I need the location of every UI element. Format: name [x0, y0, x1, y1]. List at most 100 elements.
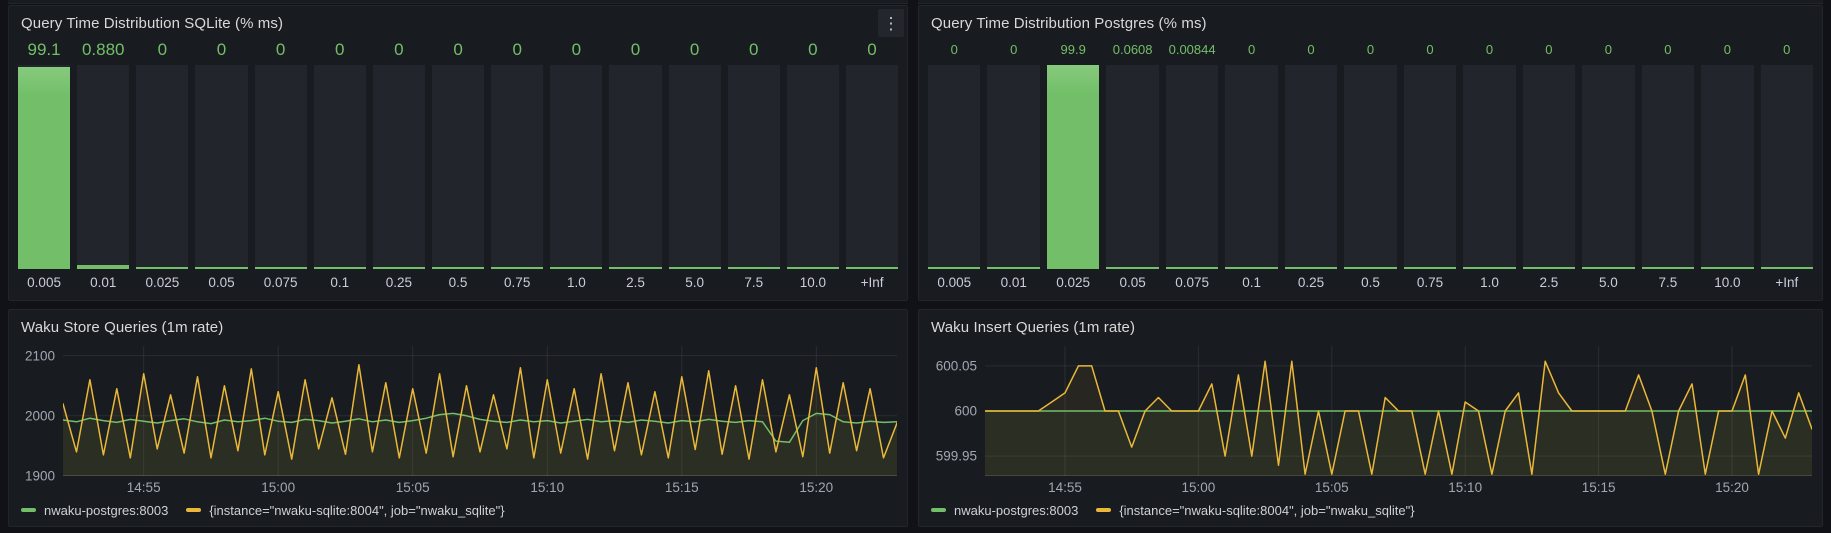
bar-value-label: 0 — [1485, 42, 1494, 57]
x-tick-label: 15:15 — [1581, 480, 1616, 495]
bar-bucket-label: 5.0 — [685, 275, 704, 290]
bar-bucket-label: 0.01 — [90, 275, 117, 290]
bar-value-label: 0 — [1545, 42, 1553, 57]
bar-fill — [1582, 267, 1635, 269]
panel-title[interactable]: Query Time Distribution Postgres (% ms) — [931, 14, 1207, 32]
bar-gauge-column: 99.1 0.005 — [18, 38, 71, 293]
y-tick-label: 600 — [954, 403, 977, 419]
bar-bucket-label: 0.05 — [208, 275, 235, 290]
bar-fill — [372, 267, 425, 269]
bar-gauge-column: 0 0.005 — [928, 38, 981, 293]
legend-item[interactable]: {instance="nwaku-sqlite:8004", job="nwak… — [1096, 503, 1415, 518]
bar-track — [1403, 65, 1457, 269]
bar-gauge-column: 0 10.0 — [1701, 38, 1754, 293]
bar-fill — [491, 267, 544, 269]
bar-gauge-column: 0 0.075 — [254, 38, 307, 293]
bar-track — [550, 65, 603, 269]
y-tick-label: 599.95 — [935, 448, 977, 464]
bar-value-label: 0 — [1604, 42, 1612, 57]
bar-gauge-column: 0 0.75 — [491, 38, 544, 293]
bar-gauge-column: 0 0.1 — [313, 38, 366, 293]
x-tick-label: 15:20 — [1715, 480, 1749, 495]
bar-value-label: 0 — [1010, 42, 1018, 57]
bar-bucket-label: 0.5 — [448, 275, 468, 290]
bar-track — [1522, 65, 1576, 269]
bar-fill — [431, 267, 485, 269]
bar-track — [1165, 65, 1219, 269]
bar-bucket-label: 0.1 — [1242, 275, 1261, 290]
bar-gauge-column: 0 2.5 — [609, 38, 662, 293]
bar-gauge-column: 0 0.05 — [195, 38, 248, 293]
bar-track — [1463, 65, 1516, 269]
bar-fill — [550, 267, 603, 269]
bar-bucket-label: 7.5 — [1658, 275, 1678, 290]
bar-bucket-label: 2.5 — [626, 275, 645, 290]
bar-value-label: 0 — [571, 40, 582, 59]
bar-value-label: 0 — [808, 40, 818, 59]
bar-bucket-label: +Inf — [1775, 275, 1799, 290]
bar-bucket-label: 0.01 — [1000, 275, 1027, 290]
plot-area[interactable] — [62, 346, 898, 477]
bar-bucket-label: 7.5 — [744, 275, 764, 290]
plot-area[interactable] — [984, 346, 1813, 476]
panel-query-time-sqlite: Query Time Distribution SQLite (% ms) ⋮ … — [8, 5, 908, 301]
bar-gauge-column: 99.9 0.025 — [1046, 38, 1100, 293]
bar-gauge-column: 0 0.5 — [1344, 38, 1397, 293]
bar-value-label: 0.880 — [81, 40, 125, 59]
bar-fill — [1046, 65, 1100, 269]
bar-track — [727, 65, 780, 269]
panel-header: Query Time Distribution SQLite (% ms) — [9, 6, 907, 36]
bar-bucket-label: 1.0 — [1480, 275, 1499, 290]
bar-fill — [18, 66, 71, 269]
time-series-canvas — [62, 346, 898, 477]
bar-fill — [1701, 267, 1754, 269]
bar-track — [491, 65, 544, 269]
bar-track — [77, 65, 130, 269]
bar-value-label: 99.1 — [27, 40, 61, 59]
bar-gauge-column: 0 0.01 — [987, 38, 1040, 293]
panel-query-time-postgres: Query Time Distribution Postgres (% ms) … — [918, 5, 1823, 301]
bar-value-label: 0 — [1723, 42, 1731, 57]
legend-item[interactable]: {instance="nwaku-sqlite:8004", job="nwak… — [186, 503, 505, 518]
panel-title[interactable]: Query Time Distribution SQLite (% ms) — [21, 14, 284, 32]
y-tick-label: 2000 — [24, 408, 55, 424]
panel-menu-button[interactable]: ⋮ — [878, 9, 904, 37]
bar-gauge-column: 0 0.5 — [431, 38, 485, 293]
bar-gauge-column: 0 +Inf — [1760, 38, 1814, 293]
bar-gauge-column: 0 0.1 — [1225, 38, 1278, 293]
bar-value-label: 0 — [689, 40, 700, 59]
bar-fill — [1463, 267, 1516, 269]
bar-bucket-label: 0.005 — [27, 275, 61, 290]
bar-gauge-column: 0.880 0.01 — [77, 38, 130, 293]
bar-track — [1641, 65, 1695, 269]
panel-header: Waku Insert Queries (1m rate) — [919, 310, 1822, 340]
panel-title[interactable]: Waku Insert Queries (1m rate) — [931, 318, 1136, 336]
panel-header: Waku Store Queries (1m rate) — [9, 310, 907, 340]
bar-fill — [786, 267, 839, 269]
bar-fill — [1165, 267, 1219, 269]
bar-gauge-column: 0 +Inf — [845, 38, 899, 293]
bar-fill — [1106, 267, 1159, 269]
x-tick-label: 15:05 — [395, 480, 430, 495]
x-tick-label: 14:55 — [1048, 480, 1082, 495]
bar-value-label: 0 — [453, 40, 463, 59]
bar-fill — [313, 267, 366, 269]
x-tick-label: 15:05 — [1314, 480, 1349, 495]
bar-value-label: 0.00844 — [1168, 42, 1216, 57]
bar-value-label: 0 — [950, 42, 958, 57]
time-series-body: 600.05 600 599.95 14:55 15:00 15:05 15:10 15:1… — [927, 340, 1814, 520]
bar-track — [254, 65, 307, 269]
y-tick-label: 2100 — [24, 348, 55, 364]
bar-fill — [928, 267, 981, 269]
bar-bucket-label: 0.75 — [504, 275, 531, 290]
bar-value-label: 0 — [157, 40, 168, 59]
bar-value-label: 0 — [512, 40, 522, 59]
bar-gauge-column: 0 0.25 — [372, 38, 425, 293]
panel-title[interactable]: Waku Store Queries (1m rate) — [21, 318, 224, 336]
bar-track — [1760, 65, 1814, 269]
bar-value-label: 0 — [275, 40, 286, 59]
legend-item[interactable]: nwaku-postgres:8003 — [931, 503, 1078, 518]
bar-track — [786, 65, 839, 269]
bar-track — [313, 65, 366, 269]
legend-item[interactable]: nwaku-postgres:8003 — [21, 503, 168, 518]
